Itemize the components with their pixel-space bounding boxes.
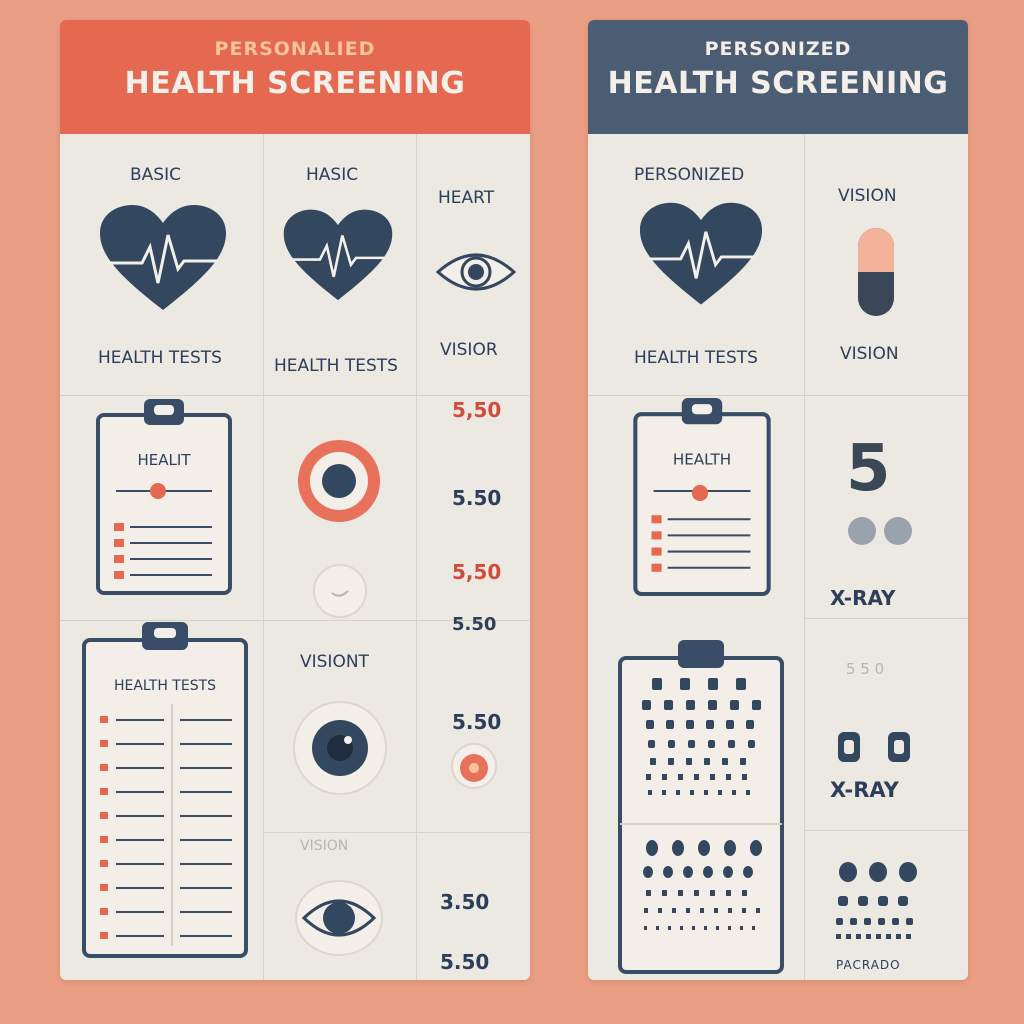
eye-icon [435, 253, 517, 291]
left-screening-panel: PERSONALIED HEALTH SCREENING BASIC HEALT… [60, 20, 530, 980]
clipboard1-title: HEALIT [138, 451, 192, 469]
eye-chart-icon [836, 862, 917, 939]
col3-header: HEART [438, 188, 495, 208]
col1-header: BASIC [130, 165, 181, 185]
price-1: 5,50 [452, 398, 502, 422]
right-screening-panel: PERSONIZED HEALTH SCREENING PERSONIZED H… [588, 20, 968, 980]
heart-pulse-icon [100, 205, 226, 310]
clipboard-icon: HEALTH [633, 398, 771, 596]
right-faded-mid: 5 5 0 [846, 660, 885, 678]
right-col2-header: VISION [838, 186, 897, 206]
x-ray-icon [838, 732, 910, 762]
price-5: 5.50 [452, 710, 502, 734]
heart-pulse-icon [639, 202, 763, 305]
col2-faded-label: VISION [300, 838, 349, 854]
clipboard2-title: HEALTH TESTS [114, 678, 216, 694]
col1-label: HEALTH TESTS [98, 348, 222, 368]
left-banner-subtitle: PERSONALIED [214, 38, 376, 60]
eye-chart-icon [618, 640, 784, 974]
right-banner: PERSONIZED HEALTH SCREENING [588, 20, 968, 134]
right-banner-title: HEALTH SCREENING [607, 66, 949, 101]
target-icon [451, 743, 497, 789]
right-col2-label: VISION [840, 344, 899, 364]
left-banner: PERSONALIED HEALTH SCREENING [60, 20, 530, 134]
price-6: 3.50 [440, 890, 490, 914]
right-col1-header: PERSONIZED [634, 165, 745, 185]
price-2: 5.50 [452, 486, 502, 510]
right-xray2: X-RAY [830, 778, 899, 802]
x-ray-icon [848, 517, 912, 545]
clipboard-icon: HEALTH TESTS [82, 622, 248, 958]
eye-icon [293, 701, 387, 795]
right-bottom-text: PACRADO [836, 958, 901, 972]
pill-icon [858, 228, 894, 316]
col2-vision-label: VISIONT [300, 652, 369, 672]
price-3: 5,50 [452, 560, 502, 584]
eye-icon [313, 564, 367, 618]
price-4: 5.50 [452, 614, 497, 635]
col2-header: HASIC [306, 165, 359, 185]
right-col1-label: HEALTH TESTS [634, 348, 758, 368]
right-xray1: X-RAY [830, 586, 896, 610]
col3-label: VISIOR [440, 340, 498, 360]
clipboard-icon: HEALIT [96, 399, 232, 595]
col2-label: HEALTH TESTS [274, 356, 398, 376]
heart-pulse-icon [283, 209, 393, 301]
eye-icon [295, 880, 383, 956]
right-big-number: 5 [846, 432, 891, 506]
right-clipboard-title: HEALTH [673, 451, 731, 469]
right-banner-subtitle: PERSONIZED [704, 38, 852, 60]
target-icon [298, 440, 380, 522]
price-7: 5.50 [440, 950, 490, 974]
left-banner-title: HEALTH SCREENING [124, 66, 466, 101]
